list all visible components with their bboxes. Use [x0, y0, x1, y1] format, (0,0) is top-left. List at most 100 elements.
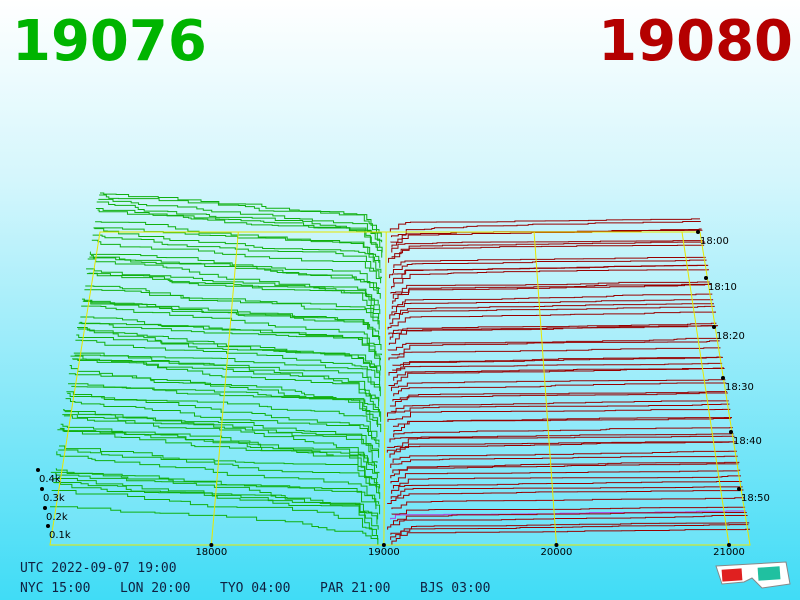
3d-glasses-icon[interactable] — [715, 561, 791, 589]
bid-depth-line — [57, 429, 381, 499]
time-tick-dot — [704, 276, 708, 280]
ask-depth-line — [393, 264, 709, 284]
bid-depth-line — [65, 398, 380, 448]
depth-lines — [50, 192, 750, 545]
ask-depth-line — [389, 218, 700, 232]
bid-depth-line — [94, 228, 381, 268]
time-label: 18:50 — [741, 493, 770, 504]
time-tick-dot — [712, 325, 716, 329]
ask-depth-line — [391, 299, 714, 315]
bid-depth-line — [54, 473, 381, 515]
floor-grid — [49, 231, 751, 547]
ask-depth-line — [387, 489, 744, 505]
price-label: 19000 — [368, 547, 400, 558]
depth-tick-dot — [46, 524, 50, 528]
time-tick-dot — [696, 230, 700, 234]
ask-depth-line — [387, 311, 717, 330]
ask-depth-line — [391, 480, 742, 494]
ask-depth-line — [392, 475, 741, 489]
bid-depth-line — [100, 192, 380, 232]
bid-depth-line — [80, 316, 382, 356]
ask-depth-line — [386, 403, 730, 417]
ask-depth-line — [391, 528, 750, 545]
time-tick-dot — [737, 487, 741, 491]
ask-depth-line — [389, 433, 734, 443]
ask-depth-line — [386, 435, 735, 448]
bid-depth-line — [54, 482, 379, 520]
ask-depth-line — [391, 293, 713, 309]
time-label: 18:40 — [733, 436, 762, 447]
depth-tick-dot — [40, 487, 44, 491]
ask-depth-line — [391, 229, 703, 248]
bid-depth-line — [60, 423, 378, 479]
bid-depth-line — [85, 285, 379, 325]
ask-depth-line — [393, 418, 732, 427]
time-label: 18:30 — [725, 382, 754, 393]
bid-depth-line — [78, 322, 381, 366]
bid-depth-line — [97, 209, 381, 248]
price-grid-line — [383, 231, 387, 546]
ask-depth-line — [392, 450, 737, 463]
price-label: 20000 — [541, 547, 573, 558]
ask-depth-line — [387, 515, 748, 530]
clock-label: PAR 21:00 — [320, 581, 390, 596]
bid-depth-line — [93, 227, 382, 274]
ask-depth-line — [390, 522, 750, 540]
bid-depth-line — [92, 234, 382, 279]
ask-depth-line — [390, 400, 729, 412]
bid-depth-line — [68, 383, 382, 433]
bid-depth-line — [84, 289, 380, 330]
ask-depth-line — [390, 281, 710, 294]
bid-depth-line — [89, 256, 381, 299]
axis-labels: 18000 19000 20000 21000 0.4k 0.3k 0.2k 0.1k 18:0… — [36, 230, 770, 558]
bid-depth-line — [56, 451, 380, 504]
bid-depth-line — [77, 327, 381, 376]
bid-depth-line — [76, 334, 381, 381]
ask-depth-line — [390, 461, 740, 479]
depth-label: 0.3k — [43, 493, 65, 504]
bid-depth-line — [70, 355, 380, 417]
bid-depth-line — [62, 414, 378, 469]
time-label: 18:20 — [716, 331, 745, 342]
ask-depth-line — [388, 356, 723, 376]
price-tick-dot — [209, 543, 214, 547]
bid-depth-line — [50, 506, 379, 545]
ask-depth-line — [391, 340, 720, 356]
depth-tick-dot — [36, 468, 40, 472]
ask-depth-line — [392, 283, 712, 304]
ask-depth-line — [387, 337, 719, 351]
bid-depth-line — [95, 208, 383, 258]
clock-label: BJS 03:00 — [420, 581, 490, 596]
ask-depth-line — [389, 303, 714, 320]
bid-depth-line — [72, 358, 380, 402]
ask-depth-line — [391, 269, 710, 289]
ask-depth-line — [388, 368, 725, 387]
price-label: 18000 — [195, 547, 227, 558]
bid-depth-line — [87, 258, 380, 309]
bid-depth-line — [58, 449, 380, 494]
bid-depth-line — [99, 194, 382, 238]
depth-label: 0.1k — [49, 530, 71, 541]
ask-depth-line — [391, 240, 704, 253]
ask-depth-line — [388, 325, 719, 345]
bid-depth-line — [52, 477, 379, 530]
bid-depth-line — [98, 198, 383, 243]
price-grid-line — [210, 231, 239, 546]
ask-depth-line — [390, 524, 749, 535]
utc-time: UTC 2022-09-07 19:00 — [20, 561, 177, 576]
clock-label: TYO 04:00 — [220, 581, 290, 596]
bid-depth-line — [96, 201, 383, 253]
ask-depth-line — [390, 379, 726, 392]
best-bid: 19076 — [12, 9, 207, 74]
price-label: 21000 — [713, 547, 745, 558]
ask-depth-line — [388, 347, 721, 361]
ask-depth-line — [387, 408, 731, 422]
ask-depth-line — [390, 455, 738, 469]
clock-label: LON 20:00 — [120, 581, 190, 596]
bid-depth-line — [81, 298, 381, 345]
ask-depth-line — [389, 441, 737, 458]
time-label: 18:10 — [708, 282, 737, 293]
price-tick-dot — [727, 543, 731, 547]
ask-depth-line — [393, 416, 732, 433]
